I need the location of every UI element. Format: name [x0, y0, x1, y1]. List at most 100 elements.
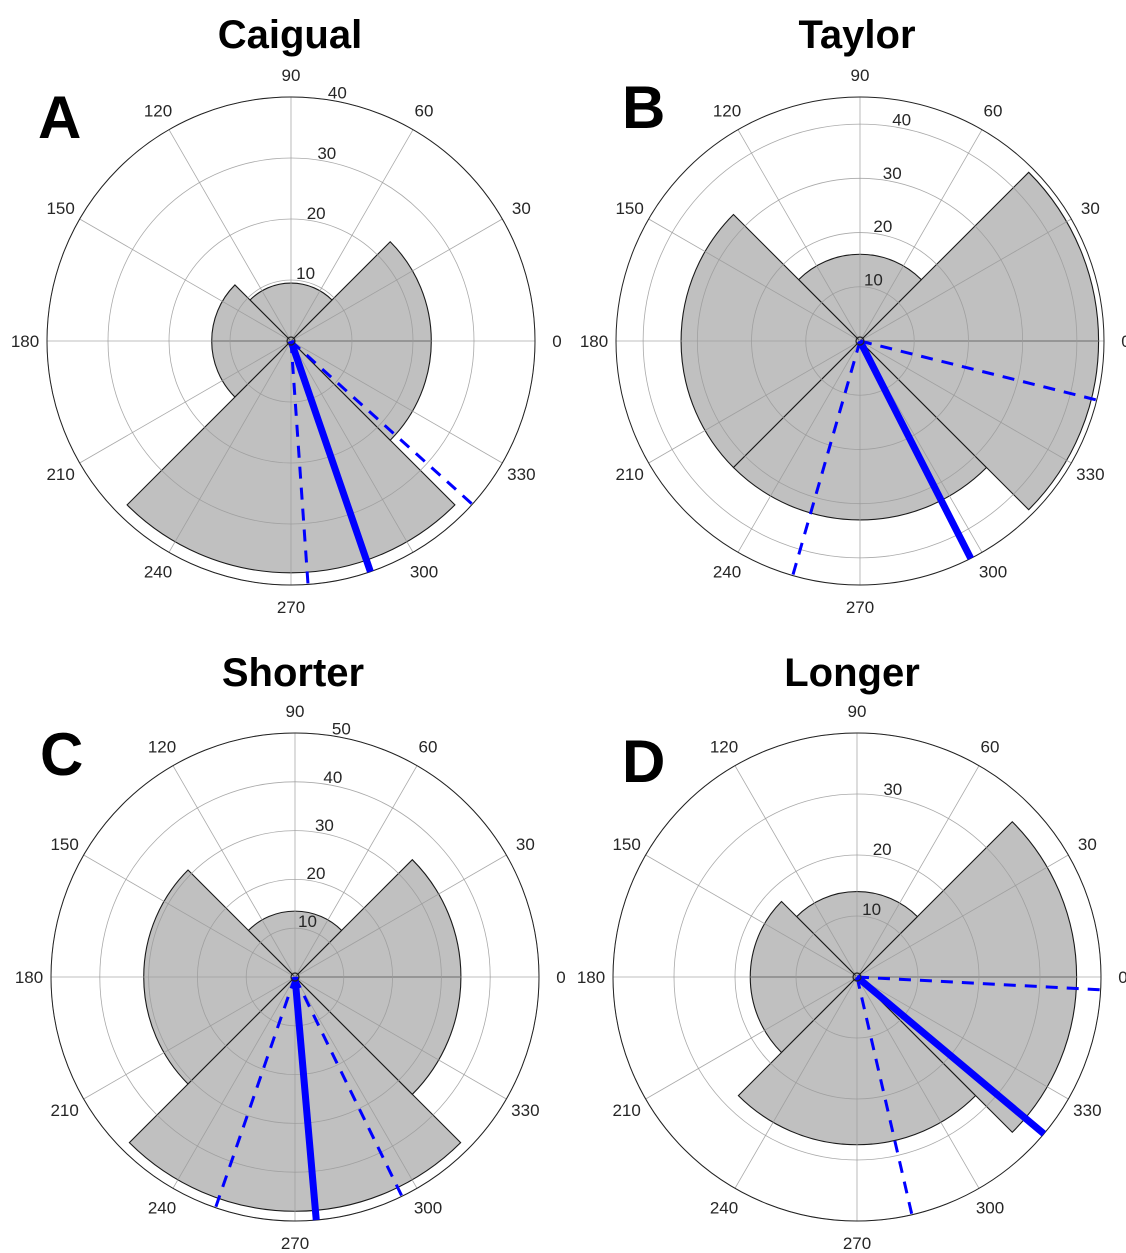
- panel-a-r-tick-10: 10: [296, 264, 315, 283]
- panel-c-spoke-30: [294, 854, 507, 978]
- panel-a-center-marker: [286, 336, 296, 346]
- panel-c-r-tick-50: 50: [332, 720, 351, 739]
- panel-c-theta-tick-60: 60: [419, 738, 438, 757]
- panel-d-theta-tick-300: 300: [976, 1198, 1004, 1217]
- panel-a-theta-tick-120: 120: [144, 102, 172, 121]
- panel-b-r-tick-40: 40: [892, 110, 911, 129]
- panel-d-spoke-240: [734, 976, 858, 1189]
- panel-b-bin-0: [858, 171, 1100, 342]
- panel-c-mean-direction-line: [291, 976, 320, 1221]
- panel-c-theta-tick-30: 30: [516, 835, 535, 854]
- panel-d-outer-circle: [612, 732, 1102, 1222]
- panel-b-theta-tick-120: 120: [713, 102, 741, 121]
- panel-d-r-tick-10: 10: [862, 900, 881, 919]
- panel-a-r-tick-20: 20: [307, 204, 326, 223]
- panel-a-theta-tick-180: 180: [11, 332, 39, 351]
- panel-c-bin-0: [293, 858, 462, 978]
- panel-c-center-marker: [290, 972, 300, 982]
- panel-d-theta-tick-30: 30: [1078, 835, 1097, 854]
- panel-a-theta-tick-60: 60: [415, 102, 434, 121]
- panel-a-spoke-60: [290, 129, 414, 342]
- panel-c-r-tick-40: 40: [323, 768, 342, 787]
- panel-d-theta-tick-90: 90: [848, 702, 867, 721]
- panel-a-outer-circle: [46, 96, 536, 586]
- panel-b-r-tick-30: 30: [883, 164, 902, 183]
- panel-c-theta-tick-270: 270: [281, 1234, 309, 1253]
- panel-a-spoke-30: [290, 218, 503, 342]
- panel-d-spoke-300: [856, 976, 980, 1189]
- panel-b-theta-tick-180: 180: [580, 332, 608, 351]
- panel-c-theta-tick-330: 330: [511, 1101, 539, 1120]
- panel-d-title: Longer: [784, 651, 920, 695]
- panel-a-theta-tick-0: 0: [552, 332, 561, 351]
- panel-b-theta-tick-30: 30: [1081, 199, 1100, 218]
- panel-d-spoke-210: [645, 976, 858, 1100]
- panel-d-theta-tick-0: 0: [1118, 968, 1126, 987]
- panel-c-letter: C: [40, 721, 83, 788]
- panel-b-theta-tick-150: 150: [615, 199, 643, 218]
- panel-b-theta-tick-210: 210: [615, 465, 643, 484]
- panel-a-spoke-330: [290, 340, 503, 464]
- panel-d-letter: D: [622, 728, 665, 795]
- panel-b-theta-tick-300: 300: [979, 562, 1007, 581]
- panel-a-spoke-210: [79, 340, 292, 464]
- panel-d-theta-tick-180: 180: [577, 968, 605, 987]
- panel-d-bin-0: [855, 820, 1078, 978]
- panel-c-spoke-120: [172, 765, 296, 978]
- panel-b-theta-tick-90: 90: [851, 66, 870, 85]
- panel-b-title: Taylor: [798, 13, 915, 57]
- panel-b-letter: B: [622, 74, 665, 141]
- panel-d-theta-tick-210: 210: [612, 1101, 640, 1120]
- panel-d-spoke-330: [856, 976, 1069, 1100]
- panel-a-theta-tick-330: 330: [507, 465, 535, 484]
- panel-c-theta-tick-0: 0: [556, 968, 565, 987]
- panel-c-theta-tick-300: 300: [414, 1198, 442, 1217]
- panel-b-r-tick-20: 20: [873, 217, 892, 236]
- panel-a-bin-0: [289, 241, 432, 342]
- panel-a-theta-tick-30: 30: [512, 199, 531, 218]
- panel-a-mean-direction-line: [287, 339, 374, 573]
- panel-c-outer-circle: [50, 732, 540, 1222]
- panel-d-spoke-120: [734, 765, 858, 978]
- panel-a-title: Caigual: [218, 13, 362, 57]
- panel-c-title: Shorter: [222, 651, 364, 695]
- panel-c-spoke-300: [294, 976, 418, 1189]
- panel-c-r-tick-30: 30: [315, 816, 334, 835]
- panel-b-spoke-240: [737, 340, 861, 553]
- panel-d-r-tick-20: 20: [873, 840, 892, 859]
- panel-b-bin-4: [858, 340, 1100, 511]
- panel-b-spoke-330: [859, 340, 1072, 464]
- panel-c-spoke-330: [294, 976, 507, 1100]
- panel-d-bin-2: [749, 900, 859, 978]
- panel-b-polar-plot: 0 30 60 90 120 150 180 210 240 270 300 330 10 20 30 40: [580, 66, 1126, 617]
- panel-c-theta-tick-150: 150: [50, 835, 78, 854]
- panel-c-r-tick-20: 20: [306, 864, 325, 883]
- panel-a-bin-5: [289, 340, 432, 441]
- panel-d-theta-tick-240: 240: [710, 1198, 738, 1217]
- panel-d-center-marker: [852, 972, 862, 982]
- panel-a-theta-tick-300: 300: [410, 562, 438, 581]
- panel-c-spoke-60: [294, 765, 418, 978]
- panel-d-spoke-30: [856, 854, 1069, 978]
- panel-a-theta-tick-210: 210: [46, 465, 74, 484]
- panel-a-polar-plot: 0 30 60 90 120 150 180 210 240 270 300 330 10 20 30 40: [11, 66, 562, 617]
- panel-d-theta-tick-120: 120: [710, 738, 738, 757]
- panel-c-theta-tick-180: 180: [15, 968, 43, 987]
- panel-b-spoke-150: [648, 218, 861, 342]
- panel-c-spoke-240: [172, 976, 296, 1189]
- panel-d-theta-tick-150: 150: [612, 835, 640, 854]
- panel-c-theta-tick-240: 240: [148, 1198, 176, 1217]
- panel-c-bin-4: [293, 976, 462, 1096]
- panel-c-spoke-150: [83, 854, 296, 978]
- panel-a-letter: A: [38, 84, 81, 151]
- panel-b-spoke-120: [737, 129, 861, 342]
- panel-c-spoke-210: [83, 976, 296, 1100]
- panel-b-spoke-60: [859, 129, 983, 342]
- panel-d-r-tick-30: 30: [883, 780, 902, 799]
- panel-b-theta-tick-270: 270: [846, 598, 874, 617]
- panel-d-theta-tick-270: 270: [843, 1234, 871, 1253]
- panel-b-theta-tick-330: 330: [1076, 465, 1104, 484]
- panel-d-spoke-150: [645, 854, 858, 978]
- panel-c-polar-plot: 0 30 60 90 120 150 180 210 240 270 300 330 10 20 30 40 5…: [15, 702, 566, 1253]
